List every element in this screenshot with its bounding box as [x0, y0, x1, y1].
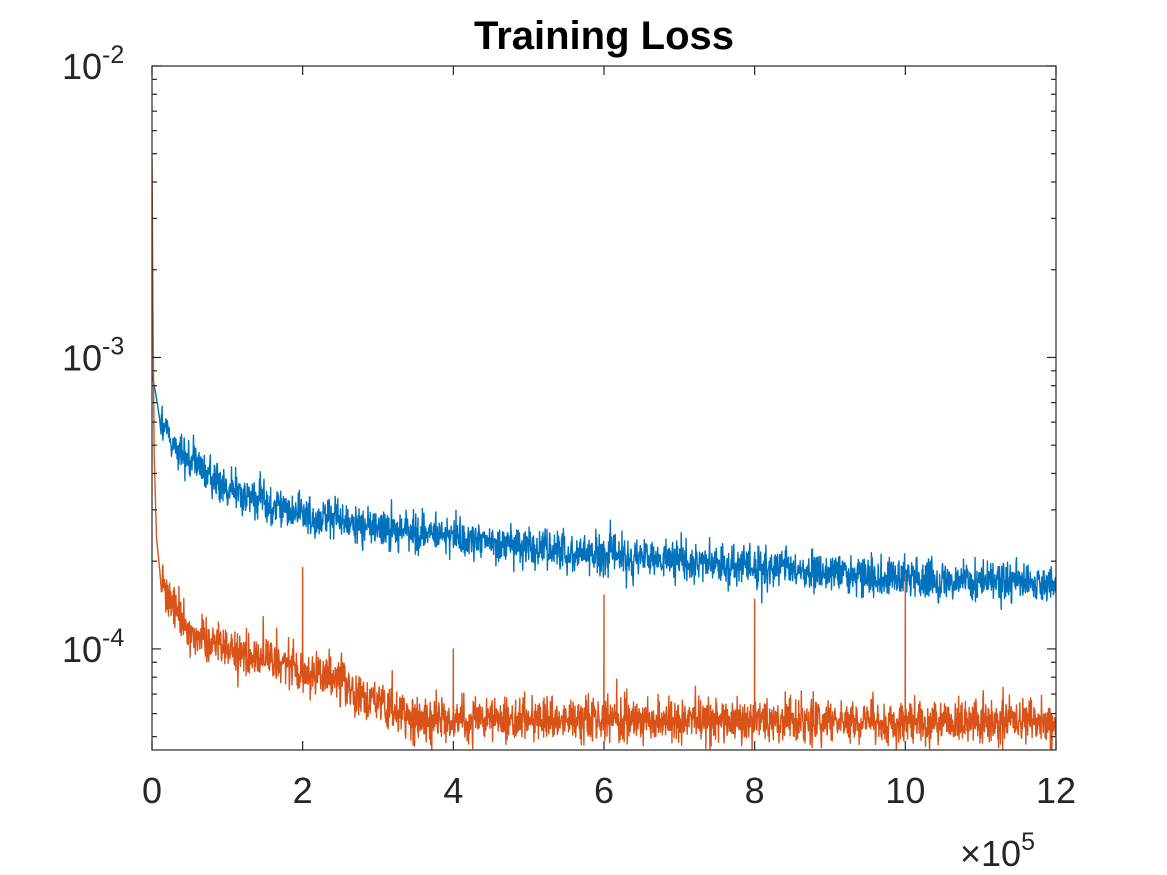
ticks-layer	[151, 65, 1057, 750]
series-line-1	[152, 373, 1056, 611]
series-line-2	[152, 158, 1056, 750]
x-tick-label: 10	[885, 770, 925, 811]
y-tick-label: 10-3	[62, 332, 124, 378]
x-tick-label: 8	[745, 770, 765, 811]
x-multiplier-label: ×105	[960, 828, 1035, 874]
chart-title: Training Loss	[474, 14, 734, 58]
x-tick-label: 6	[594, 770, 614, 811]
plot-area	[152, 158, 1056, 750]
x-tick-label: 4	[443, 770, 463, 811]
series-layer	[152, 158, 1056, 750]
x-tick-label: 2	[293, 770, 313, 811]
y-tick-label: 10-2	[62, 41, 124, 87]
tick-labels-layer: 0 2 4 6 8 10 12 10-2 10-3 10-4 ×105	[62, 41, 1076, 874]
y-tick-label: 10-4	[62, 624, 124, 670]
x-tick-label: 12	[1036, 770, 1076, 811]
x-tick-label: 0	[142, 770, 162, 811]
